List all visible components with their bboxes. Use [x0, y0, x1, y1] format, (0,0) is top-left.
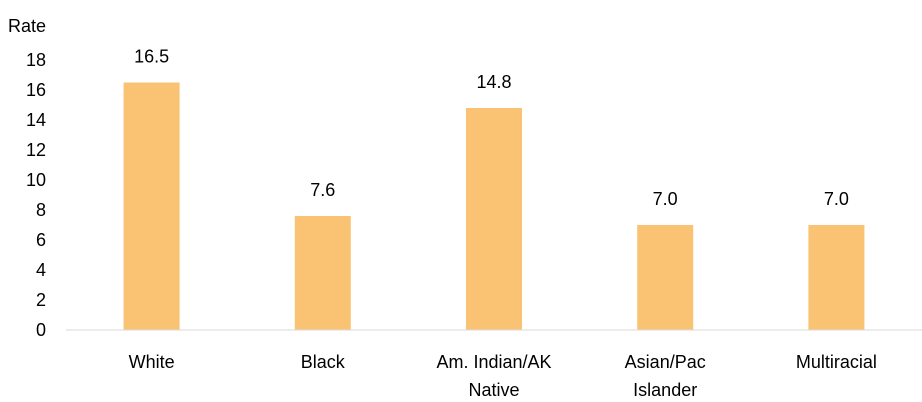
y-tick-label: 14 [26, 110, 46, 130]
bar [637, 225, 694, 330]
bar [123, 82, 180, 330]
y-tick-label: 16 [26, 80, 46, 100]
y-tick-label: 8 [36, 200, 46, 220]
y-tick-label: 4 [36, 260, 46, 280]
category-label: Native [468, 380, 519, 400]
data-label: 14.8 [476, 72, 511, 92]
bars [123, 82, 865, 330]
bar [466, 108, 522, 330]
category-label: Black [301, 352, 346, 372]
y-tick-label: 10 [26, 170, 46, 190]
category-label: Islander [633, 380, 697, 400]
data-label: 16.5 [134, 47, 169, 67]
category-label: Am. Indian/AK [436, 352, 551, 372]
bar [294, 216, 351, 330]
y-tick-label: 6 [36, 230, 46, 250]
data-label: 7.0 [824, 189, 849, 209]
y-tick-label: 0 [36, 320, 46, 340]
y-axis-title: Rate [8, 16, 46, 36]
y-tick-label: 12 [26, 140, 46, 160]
category-label: White [129, 352, 175, 372]
category-labels: White Black Am. Indian/AK Native Asian/Pac Is… [129, 352, 877, 400]
y-tick-label: 2 [36, 290, 46, 310]
y-axis-ticks: 0 2 4 6 8 10 12 14 16 18 [26, 50, 46, 340]
data-labels: 16.5 7.6 14.8 7.0 7.0 [134, 47, 849, 210]
category-label: Asian/Pac [625, 352, 706, 372]
bar [808, 225, 865, 330]
data-label: 7.0 [653, 189, 678, 209]
data-label: 7.6 [310, 180, 335, 200]
y-tick-label: 18 [26, 50, 46, 70]
category-label: Multiracial [796, 352, 877, 372]
